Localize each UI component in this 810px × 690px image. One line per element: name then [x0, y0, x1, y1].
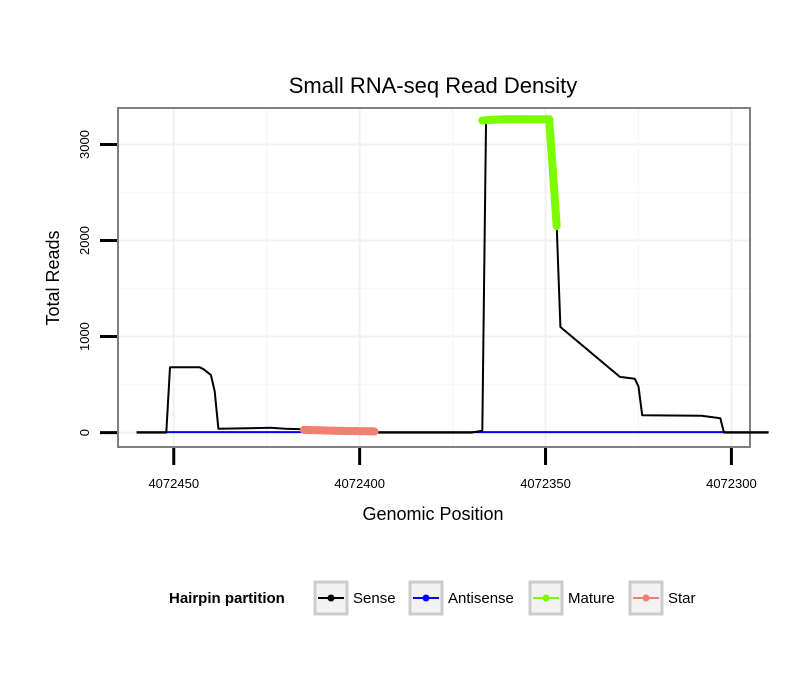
legend-label-antisense: Antisense: [448, 590, 514, 607]
data-point-mature: [508, 115, 517, 124]
legend-label-mature: Mature: [568, 590, 615, 607]
data-point-star: [351, 427, 360, 436]
series-layer: [136, 115, 769, 436]
data-point-mature: [493, 115, 502, 124]
x-tick-label: 4072300: [706, 476, 757, 491]
data-point-mature: [485, 116, 494, 125]
panel-grid: [118, 108, 750, 447]
data-point-mature: [522, 115, 531, 124]
y-tick-label: 2000: [77, 226, 92, 255]
data-point-star: [359, 427, 368, 436]
data-point-mature: [552, 222, 561, 231]
panel-border: [117, 107, 751, 448]
data-point-star: [337, 426, 346, 435]
data-point-star: [307, 426, 316, 435]
legend-title: Hairpin partition: [169, 590, 285, 607]
x-axis-title: Genomic Position: [362, 504, 503, 524]
data-point-mature: [500, 115, 509, 124]
legend: Hairpin partition Sense Antisense Mature St…: [169, 580, 696, 616]
legend-key-dot: [642, 594, 650, 602]
legend-label-star: Star: [668, 590, 696, 607]
legend-key-dot: [327, 594, 335, 602]
y-axis-title: Total Reads: [43, 230, 63, 325]
x-tick-label: 4072450: [148, 476, 199, 491]
data-point-mature: [545, 115, 554, 124]
data-point-star: [329, 426, 338, 435]
legend-key-dot: [422, 594, 430, 602]
data-point-star: [322, 426, 331, 435]
data-point-star: [370, 427, 379, 436]
legend-key-dot: [542, 594, 550, 602]
chart-title: Small RNA-seq Read Density: [289, 73, 578, 98]
y-axis: 0 1000 2000 3000: [77, 130, 117, 436]
series-line-sense: [136, 119, 769, 434]
data-point-mature: [515, 115, 524, 124]
legend-entries: Sense Antisense Mature Star: [313, 580, 696, 616]
data-point-mature: [537, 115, 546, 124]
x-tick-label: 4072350: [520, 476, 571, 491]
data-point-star: [314, 426, 323, 435]
data-point-star: [299, 425, 308, 434]
x-tick-label: 4072400: [334, 476, 385, 491]
data-point-star: [344, 426, 353, 435]
x-axis: 4072450 4072400 4072350 4072300: [148, 448, 757, 491]
legend-label-sense: Sense: [353, 590, 396, 607]
y-tick-label: 3000: [77, 130, 92, 159]
data-point-mature: [530, 115, 539, 124]
y-tick-label: 0: [77, 429, 92, 436]
y-tick-label: 1000: [77, 322, 92, 351]
data-point-mature: [478, 116, 487, 125]
